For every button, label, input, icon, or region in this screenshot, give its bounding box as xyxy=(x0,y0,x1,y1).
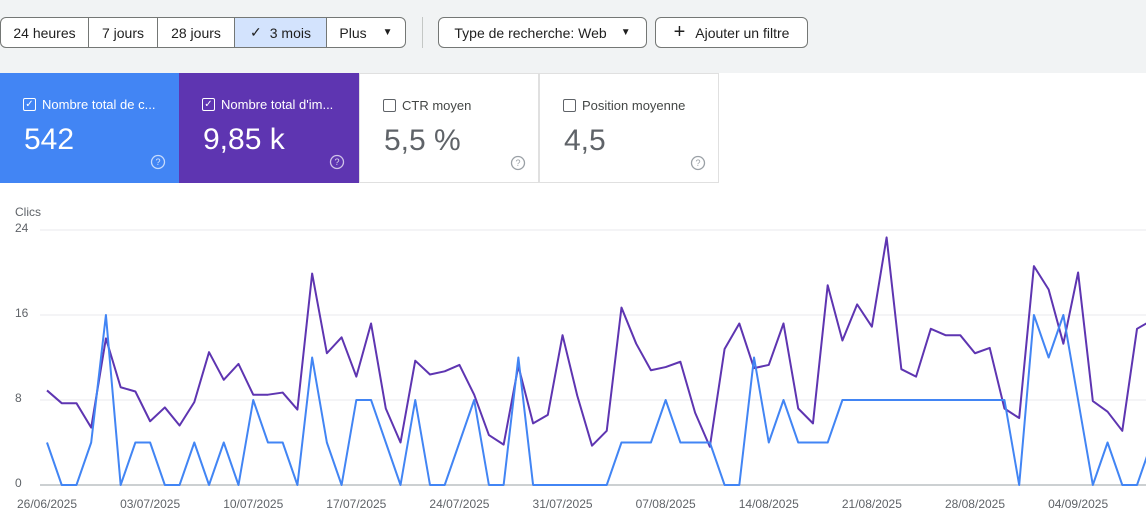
help-icon: ? xyxy=(690,155,706,171)
x-tick-label: 03/07/2025 xyxy=(120,497,180,511)
series-line xyxy=(46,314,1146,486)
y-tick-label: 0 xyxy=(15,476,22,490)
metric-value: 4,5 xyxy=(564,124,606,157)
help-circle xyxy=(329,154,345,170)
y-tick-label: 24 xyxy=(15,221,29,235)
x-tick-label: 07/08/2025 xyxy=(636,497,696,511)
search-type-label: Type de recherche: Web xyxy=(454,24,607,41)
more-button[interactable]: Plus ▼ xyxy=(326,17,406,48)
help-icon: ? xyxy=(150,154,166,170)
x-tick-label: 04/09/2025 xyxy=(1048,497,1108,511)
x-tick-label: 28/08/2025 xyxy=(945,497,1005,511)
help-mark: ? xyxy=(155,157,160,167)
check-icon: ✓ xyxy=(250,24,262,40)
x-tick-label: 26/06/2025 xyxy=(17,497,77,511)
checkbox xyxy=(383,99,396,112)
divider xyxy=(422,17,423,48)
checkbox: ✓ xyxy=(202,98,215,111)
metric-label: Nombre total d'im... xyxy=(221,97,334,112)
x-tick-label: 21/08/2025 xyxy=(842,497,902,511)
help-icon: ? xyxy=(329,154,345,170)
chart: Clics 0 8 16 24 26/06/2025 03/07/2025 10/07/20… xyxy=(15,205,1146,511)
metric-label: Nombre total de c... xyxy=(42,97,156,112)
metric-label: Position moyenne xyxy=(582,98,686,113)
range-button[interactable]: 28 jours xyxy=(157,17,235,48)
y-axis-title: Clics xyxy=(15,205,41,219)
help-icon: ? xyxy=(510,155,526,171)
dropdown-icon: ▼ xyxy=(382,27,393,38)
metric-value: 5,5 % xyxy=(384,124,461,157)
metric-card[interactable]: CTR moyen 5,5 %? xyxy=(359,73,539,183)
add-filter-button[interactable]: + Ajouter un filtre xyxy=(655,17,808,48)
range-button[interactable]: 24 heures xyxy=(0,17,89,48)
metric-value: 542 xyxy=(24,123,75,156)
checkbox xyxy=(563,99,576,112)
x-tick-label: 10/07/2025 xyxy=(223,497,283,511)
help-circle xyxy=(150,154,166,170)
metric-card[interactable]: Position moyenne 4,5? xyxy=(539,73,719,183)
metric-card[interactable]: ✓ Nombre total de c... 542? xyxy=(0,73,180,183)
y-tick-label: 16 xyxy=(15,306,29,320)
series-line xyxy=(46,236,1146,448)
checkbox: ✓ xyxy=(23,98,36,111)
metric-card[interactable]: ✓ Nombre total d'im... 9,85 k? xyxy=(179,73,359,183)
y-tick-label: 8 xyxy=(15,391,22,405)
dropdown-icon: ▼ xyxy=(620,27,631,38)
toolbar: 24 heures 7 jours 28 jours ✓ 3 mois Plus ▼… xyxy=(0,0,1146,73)
help-circle xyxy=(690,155,706,171)
help-mark: ? xyxy=(334,157,339,167)
metric-value: 9,85 k xyxy=(203,123,285,156)
add-filter-label: Ajouter un filtre xyxy=(695,24,790,41)
range-button[interactable]: 7 jours xyxy=(88,17,158,48)
help-circle xyxy=(510,155,526,171)
help-mark: ? xyxy=(515,158,520,168)
more-label: Plus xyxy=(339,24,367,41)
x-tick-label: 14/08/2025 xyxy=(739,497,799,511)
x-tick-label: 17/07/2025 xyxy=(326,497,386,511)
range-button-selected[interactable]: ✓ 3 mois xyxy=(234,17,327,48)
metric-label: CTR moyen xyxy=(402,98,472,113)
search-type-button[interactable]: Type de recherche: Web ▼ xyxy=(438,17,647,48)
range-label: 3 mois xyxy=(269,24,311,41)
x-tick-label: 24/07/2025 xyxy=(429,497,489,511)
help-mark: ? xyxy=(695,158,700,168)
plus-icon: + xyxy=(673,21,686,43)
x-tick-label: 31/07/2025 xyxy=(533,497,593,511)
